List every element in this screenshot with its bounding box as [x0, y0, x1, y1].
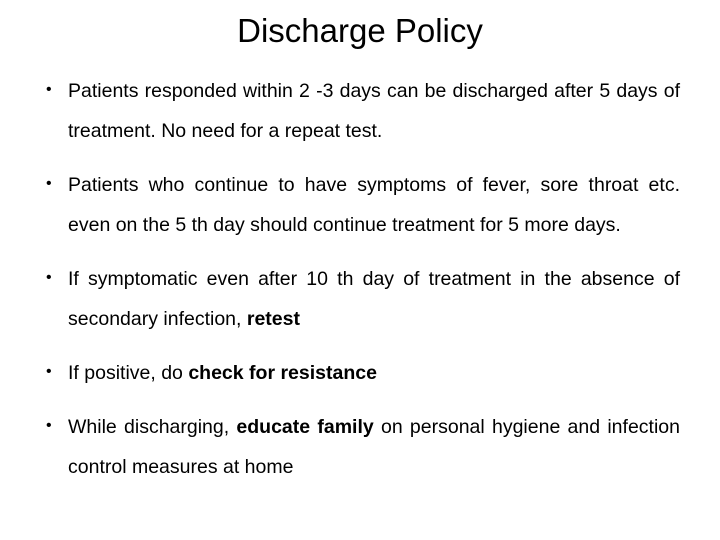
bullet-list: Patients responded within 2 -3 days can … [40, 72, 680, 488]
list-item: If symptomatic even after 10 th day of t… [40, 260, 680, 340]
page-title: Discharge Policy [40, 12, 680, 50]
list-item: If positive, do check for resistance [40, 354, 680, 394]
list-item: While discharging, educate family on per… [40, 408, 680, 488]
list-item: Patients responded within 2 -3 days can … [40, 72, 680, 152]
slide-container: Discharge Policy Patients responded with… [0, 0, 720, 540]
list-item: Patients who continue to have symptoms o… [40, 166, 680, 246]
